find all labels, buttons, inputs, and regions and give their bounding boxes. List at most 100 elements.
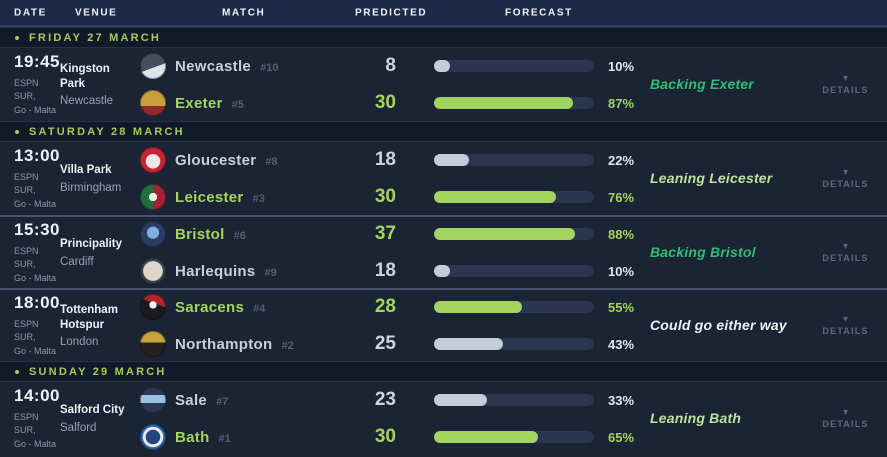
harlequins-logo [140, 258, 166, 284]
chevron-down-icon: ▾ [842, 313, 849, 325]
forecast-bar [434, 228, 594, 240]
match-venue-cell: Kingston Park Newcastle [60, 62, 140, 108]
venue-name: Villa Park [60, 164, 112, 177]
column-header-venue: VENUE [75, 7, 118, 18]
predicted-score: 25 [374, 333, 396, 354]
team-rank: #2 [281, 339, 294, 352]
predicted-score: 18 [374, 260, 396, 281]
team-name: Harlequins [175, 262, 256, 280]
match-time-cell: 19:45 ESPN SUR, Go - Malta [0, 52, 60, 116]
match-time-cell: 18:00 ESPN SUR, Go - Malta [0, 293, 60, 357]
forecast-percentage: 43% [608, 336, 635, 352]
newcastle-falcons-logo [140, 53, 166, 79]
venue-name: Kingston Park [60, 62, 110, 90]
predicted-score: 30 [374, 186, 396, 207]
forecast-bar [434, 60, 594, 72]
forecast-bar-fill [434, 338, 503, 350]
exeter-chiefs-logo [140, 90, 166, 116]
team-rank: #10 [260, 61, 279, 74]
comment-cell: Backing Bristol [650, 244, 810, 262]
forecast-percentage: 33% [608, 392, 635, 408]
teams-cell: Sale #7 23 33% Bath #1 30 65% [140, 387, 650, 450]
date-group-label: FRIDAY 27 MARCH [29, 31, 162, 44]
kickoff-time: 18:00 [14, 293, 60, 313]
bristol-bears-logo [140, 221, 166, 247]
venue-city: London [60, 336, 99, 349]
column-header-predicted: PREDICTED [355, 7, 428, 18]
date-group-header: FRIDAY 27 MARCH [0, 27, 887, 48]
forecast-percentage: 76% [608, 189, 635, 205]
details-button[interactable]: ▾ DETAILS [810, 72, 887, 95]
venue-city: Birmingham [60, 181, 122, 194]
date-group-matches: 14:00 ESPN SUR, Go - Malta Salford City … [0, 382, 887, 455]
forecast-bar [434, 191, 594, 203]
match-time-cell: 14:00 ESPN SUR, Go - Malta [0, 386, 60, 450]
date-group-matches: 19:45 ESPN SUR, Go - Malta Kingston Park… [0, 48, 887, 121]
team-rank: #4 [253, 302, 266, 315]
venue-city: Newcastle [60, 95, 114, 108]
northampton-saints-logo [140, 331, 166, 357]
match-row: 14:00 ESPN SUR, Go - Malta Salford City … [0, 382, 887, 455]
bullet-icon [15, 129, 19, 134]
prediction-comment: Leaning Leicester [650, 169, 773, 186]
comment-cell: Backing Exeter [650, 76, 810, 94]
team-name: Gloucester [175, 151, 257, 169]
broadcast-channel: ESPN SUR, Go - Malta [14, 246, 57, 283]
predicted-score: 30 [374, 426, 396, 447]
table-header: DATE VENUE MATCH PREDICTED FORECAST [0, 0, 887, 27]
chevron-down-icon: ▾ [842, 72, 849, 84]
details-button[interactable]: ▾ DETAILS [810, 241, 887, 263]
chevron-down-icon: ▾ [842, 406, 849, 418]
details-label: DETAILS [822, 325, 869, 336]
predicted-score: 30 [374, 92, 396, 113]
details-button[interactable]: ▾ DETAILS [810, 313, 887, 336]
date-group-matches: 13:00 ESPN SUR, Go - Malta Villa Park Bi… [0, 142, 887, 361]
forecast-bar-fill [434, 97, 574, 109]
team-line: Northampton #2 25 43% [140, 331, 650, 357]
team-name: Newcastle [175, 57, 252, 75]
bullet-icon [15, 369, 19, 374]
date-group: SATURDAY 28 MARCH 13:00 ESPN SUR, Go - M… [0, 121, 887, 361]
forecast-bar-fill [434, 394, 487, 406]
prediction-comment: Could go either way [650, 316, 787, 333]
forecast-percentage: 87% [608, 95, 635, 111]
match-venue-cell: Tottenham Hotspur London [60, 303, 140, 349]
forecast-percentage: 10% [608, 58, 635, 74]
column-header-date: DATE [14, 7, 47, 18]
details-button[interactable]: ▾ DETAILS [810, 167, 887, 189]
broadcast-channel: ESPN SUR, Go - Malta [14, 172, 57, 209]
match-table-body: FRIDAY 27 MARCH 19:45 ESPN SUR, Go - Mal… [0, 27, 887, 455]
team-line: Sale #7 23 33% [140, 387, 650, 413]
team-name: Saracens [175, 298, 245, 316]
match-row: 19:45 ESPN SUR, Go - Malta Kingston Park… [0, 48, 887, 121]
prediction-comment: Backing Bristol [650, 243, 756, 260]
column-header-forecast: FORECAST [505, 7, 573, 18]
details-label: DETAILS [822, 178, 869, 189]
venue-name: Principality [60, 238, 122, 251]
forecast-bar-fill [434, 265, 450, 277]
team-name: Bath [175, 428, 210, 446]
date-group-header: SUNDAY 29 MARCH [0, 361, 887, 382]
saracens-logo [140, 294, 166, 320]
forecast-bar-fill [434, 431, 538, 443]
comment-cell: Leaning Bath [650, 410, 810, 428]
teams-cell: Newcastle #10 8 10% Exeter #5 30 87% [140, 53, 650, 116]
team-line: Exeter #5 30 87% [140, 90, 650, 116]
forecast-bar [434, 265, 594, 277]
team-line: Saracens #4 28 55% [140, 294, 650, 320]
team-rank: #9 [264, 266, 277, 279]
team-name: Leicester [175, 188, 244, 206]
prediction-comment: Backing Exeter [650, 75, 754, 92]
forecast-bar-fill [434, 154, 470, 166]
details-button[interactable]: ▾ DETAILS [810, 406, 887, 429]
venue-city: Cardiff [60, 255, 94, 268]
forecast-bar [434, 154, 594, 166]
predicted-score: 8 [385, 55, 396, 76]
forecast-percentage: 88% [608, 226, 635, 242]
forecast-percentage: 22% [608, 152, 635, 168]
date-group: FRIDAY 27 MARCH 19:45 ESPN SUR, Go - Mal… [0, 27, 887, 121]
forecast-bar [434, 431, 594, 443]
column-header-match: MATCH [222, 7, 266, 18]
broadcast-channel: ESPN SUR, Go - Malta [14, 412, 57, 449]
match-time-cell: 13:00 ESPN SUR, Go - Malta [0, 146, 60, 210]
